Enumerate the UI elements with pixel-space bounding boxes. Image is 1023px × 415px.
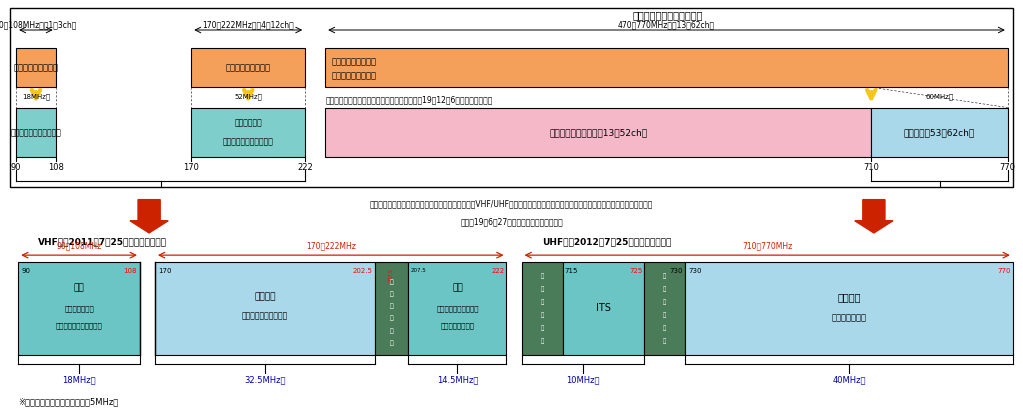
Bar <box>408 262 506 355</box>
Text: ン: ン <box>540 325 543 331</box>
Text: テレビジョン以外の放送: テレビジョン以外の放送 <box>10 128 61 137</box>
Text: 770: 770 <box>999 163 1016 172</box>
Text: 170: 170 <box>183 163 199 172</box>
Text: ド: ド <box>663 299 666 305</box>
Text: 移動通信（53～62ch）: 移動通信（53～62ch） <box>904 128 975 137</box>
Text: 52MHz幅: 52MHz幅 <box>234 93 262 100</box>
Text: ※　ガードバンドは、いずれで5MHz幅: ※ ガードバンドは、いずれで5MHz幅 <box>18 397 119 406</box>
Text: 770: 770 <box>997 269 1011 274</box>
Text: 放送: 放送 <box>452 283 462 293</box>
Text: （移動体向けのマルチ: （移動体向けのマルチ <box>436 305 479 312</box>
Text: 207.5: 207.5 <box>389 269 394 283</box>
Text: ー: ー <box>390 292 394 297</box>
Text: ン: ン <box>663 325 666 331</box>
Text: テレビジョン以外の放送: テレビジョン以外の放送 <box>223 137 274 146</box>
Bar <box>191 49 305 87</box>
Text: 710～770MHz: 710～770MHz <box>742 242 792 251</box>
Text: （移動体向けの: （移動体向けの <box>64 305 94 312</box>
Text: 90: 90 <box>11 163 21 172</box>
Text: ガ: ガ <box>390 280 394 285</box>
Text: 14.5MHz幅: 14.5MHz幅 <box>437 375 478 384</box>
Text: 222: 222 <box>298 163 313 172</box>
Text: 60MHz幅: 60MHz幅 <box>926 93 953 100</box>
Text: メディア放送等）: メディア放送等） <box>441 322 475 329</box>
FancyArrow shape <box>130 200 168 233</box>
Text: 170～222MHz: 170～222MHz <box>306 242 356 251</box>
Text: 90～108MHz: 90～108MHz <box>56 242 101 251</box>
Text: バ: バ <box>390 316 394 322</box>
Text: ド: ド <box>390 340 394 346</box>
Bar <box>16 107 55 157</box>
Text: アナログテレビ放送: アナログテレビ放送 <box>331 58 376 66</box>
Text: 730: 730 <box>688 269 702 274</box>
Text: ー: ー <box>540 286 543 292</box>
Text: （携帯電話等）: （携帯電話等） <box>832 313 866 322</box>
Text: VHF帯、2011年7月25日から使用可能】: VHF帯、2011年7月25日から使用可能】 <box>39 237 168 247</box>
Text: 108: 108 <box>48 163 63 172</box>
Text: ITS: ITS <box>596 303 611 313</box>
Text: ン: ン <box>390 328 394 334</box>
Text: 90～108MHz帯（1～3ch）: 90～108MHz帯（1～3ch） <box>0 20 77 29</box>
Text: 40MHz幅: 40MHz幅 <box>833 375 865 384</box>
Text: 自営通信: 自営通信 <box>254 293 275 302</box>
Text: 170: 170 <box>158 269 172 274</box>
Bar <box>155 262 374 355</box>
Text: ド: ド <box>540 338 543 344</box>
Text: 10MHz幅: 10MHz幅 <box>566 375 599 384</box>
Text: アナログテレビ放送: アナログテレビ放送 <box>13 63 58 72</box>
Text: 222: 222 <box>491 269 504 274</box>
Bar <box>374 262 408 355</box>
Text: 730: 730 <box>670 269 683 274</box>
Text: 【現在の周波数利用状況】: 【現在の周波数利用状況】 <box>632 11 703 21</box>
Bar <box>325 49 1008 87</box>
Text: 715: 715 <box>565 269 578 274</box>
Bar <box>563 262 644 355</box>
Text: 『「電波の有効利用のための技術的条件」のうち「VHF/UHF帯における電波の有効利用のための技術的条件」に対する一部答申』: 『「電波の有効利用のための技術的条件」のうち「VHF/UHF帯における電波の有効… <box>369 200 654 209</box>
Text: UHF帯、2012年7月25日から使用可能】: UHF帯、2012年7月25日から使用可能】 <box>542 237 671 247</box>
Text: ガ: ガ <box>663 273 666 278</box>
Bar <box>325 107 872 157</box>
Bar <box>191 107 305 157</box>
Text: 90: 90 <box>21 269 31 274</box>
Bar <box>522 262 563 355</box>
Bar <box>644 262 685 355</box>
Text: 470～770MHz帯（13～62ch）: 470～770MHz帯（13～62ch） <box>618 20 715 29</box>
Text: 725: 725 <box>629 269 642 274</box>
Text: 710: 710 <box>863 163 879 172</box>
Text: （安全・安心の確保）: （安全・安心の確保） <box>241 311 287 320</box>
Text: （平成19年6月27日　情報通信審議会答申）: （平成19年6月27日 情報通信審議会答申） <box>460 217 563 227</box>
Text: ガ: ガ <box>540 273 543 278</box>
Text: 18MHz幅: 18MHz幅 <box>62 375 96 384</box>
Text: 170～222MHz帯（4～12ch）: 170～222MHz帯（4～12ch） <box>203 20 294 29</box>
Text: 移動通信又は: 移動通信又は <box>234 119 262 128</box>
Text: ド: ド <box>390 304 394 309</box>
Text: ド: ド <box>663 338 666 344</box>
Text: アナログテレビ放送: アナログテレビ放送 <box>226 63 271 72</box>
Bar <box>872 107 1008 157</box>
Text: ド: ド <box>540 299 543 305</box>
FancyBboxPatch shape <box>10 8 1013 187</box>
Text: 18MHz幅: 18MHz幅 <box>21 93 50 100</box>
Text: バ: バ <box>540 312 543 318</box>
Text: 202.5: 202.5 <box>353 269 372 274</box>
Bar <box>16 49 55 87</box>
Text: 電気通信: 電気通信 <box>837 292 860 302</box>
Text: デジタルテレビ放送: デジタルテレビ放送 <box>331 71 376 80</box>
FancyArrow shape <box>855 200 893 233</box>
Text: 32.5MHz幅: 32.5MHz幅 <box>244 375 285 384</box>
Text: 207.5: 207.5 <box>410 269 427 273</box>
Text: バ: バ <box>663 312 666 318</box>
Text: デジタルテレビ放送（13～52ch）: デジタルテレビ放送（13～52ch） <box>549 128 648 137</box>
Text: ー: ー <box>663 286 666 292</box>
Text: 【デジタル化後】（「周波数割当計画」（平成19年12月6日総務省告示））: 【デジタル化後】（「周波数割当計画」（平成19年12月6日総務省告示）） <box>325 95 493 104</box>
Text: 放送: 放送 <box>74 283 85 293</box>
Bar <box>18 262 140 355</box>
Text: マルチメディア放送等）: マルチメディア放送等） <box>55 322 102 329</box>
Bar <box>685 262 1013 355</box>
Text: 108: 108 <box>124 269 137 274</box>
